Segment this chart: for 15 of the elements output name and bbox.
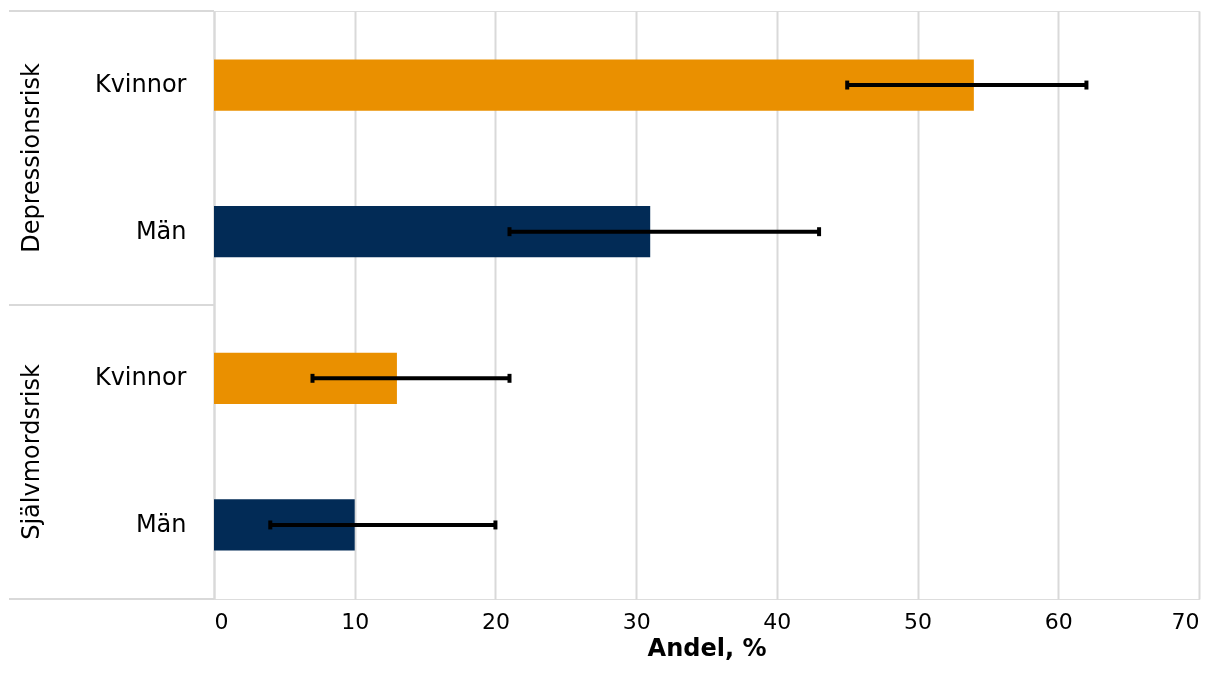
text: Depressionsrisk — [17, 63, 45, 253]
x-tick-label: 70 — [1171, 608, 1200, 634]
x-tick-label: 40 — [763, 608, 792, 634]
x-tick-label: 30 — [622, 608, 651, 634]
x-tick-label: 60 — [1044, 608, 1073, 634]
text: Självmordsrisk — [17, 364, 45, 540]
x-tick-label: 0 — [214, 608, 229, 634]
y-tick-label: Kvinnor — [94, 70, 187, 99]
x-tick-label: 20 — [481, 608, 510, 634]
y-tick-label: Kvinnor — [94, 363, 187, 392]
y-tick-label: Män — [135, 216, 187, 245]
y-tick-label: Män — [135, 509, 187, 538]
x-tick-label: 50 — [904, 608, 933, 634]
x-axis-title: Andel, % — [647, 633, 767, 662]
x-tick-label: 10 — [341, 608, 370, 634]
